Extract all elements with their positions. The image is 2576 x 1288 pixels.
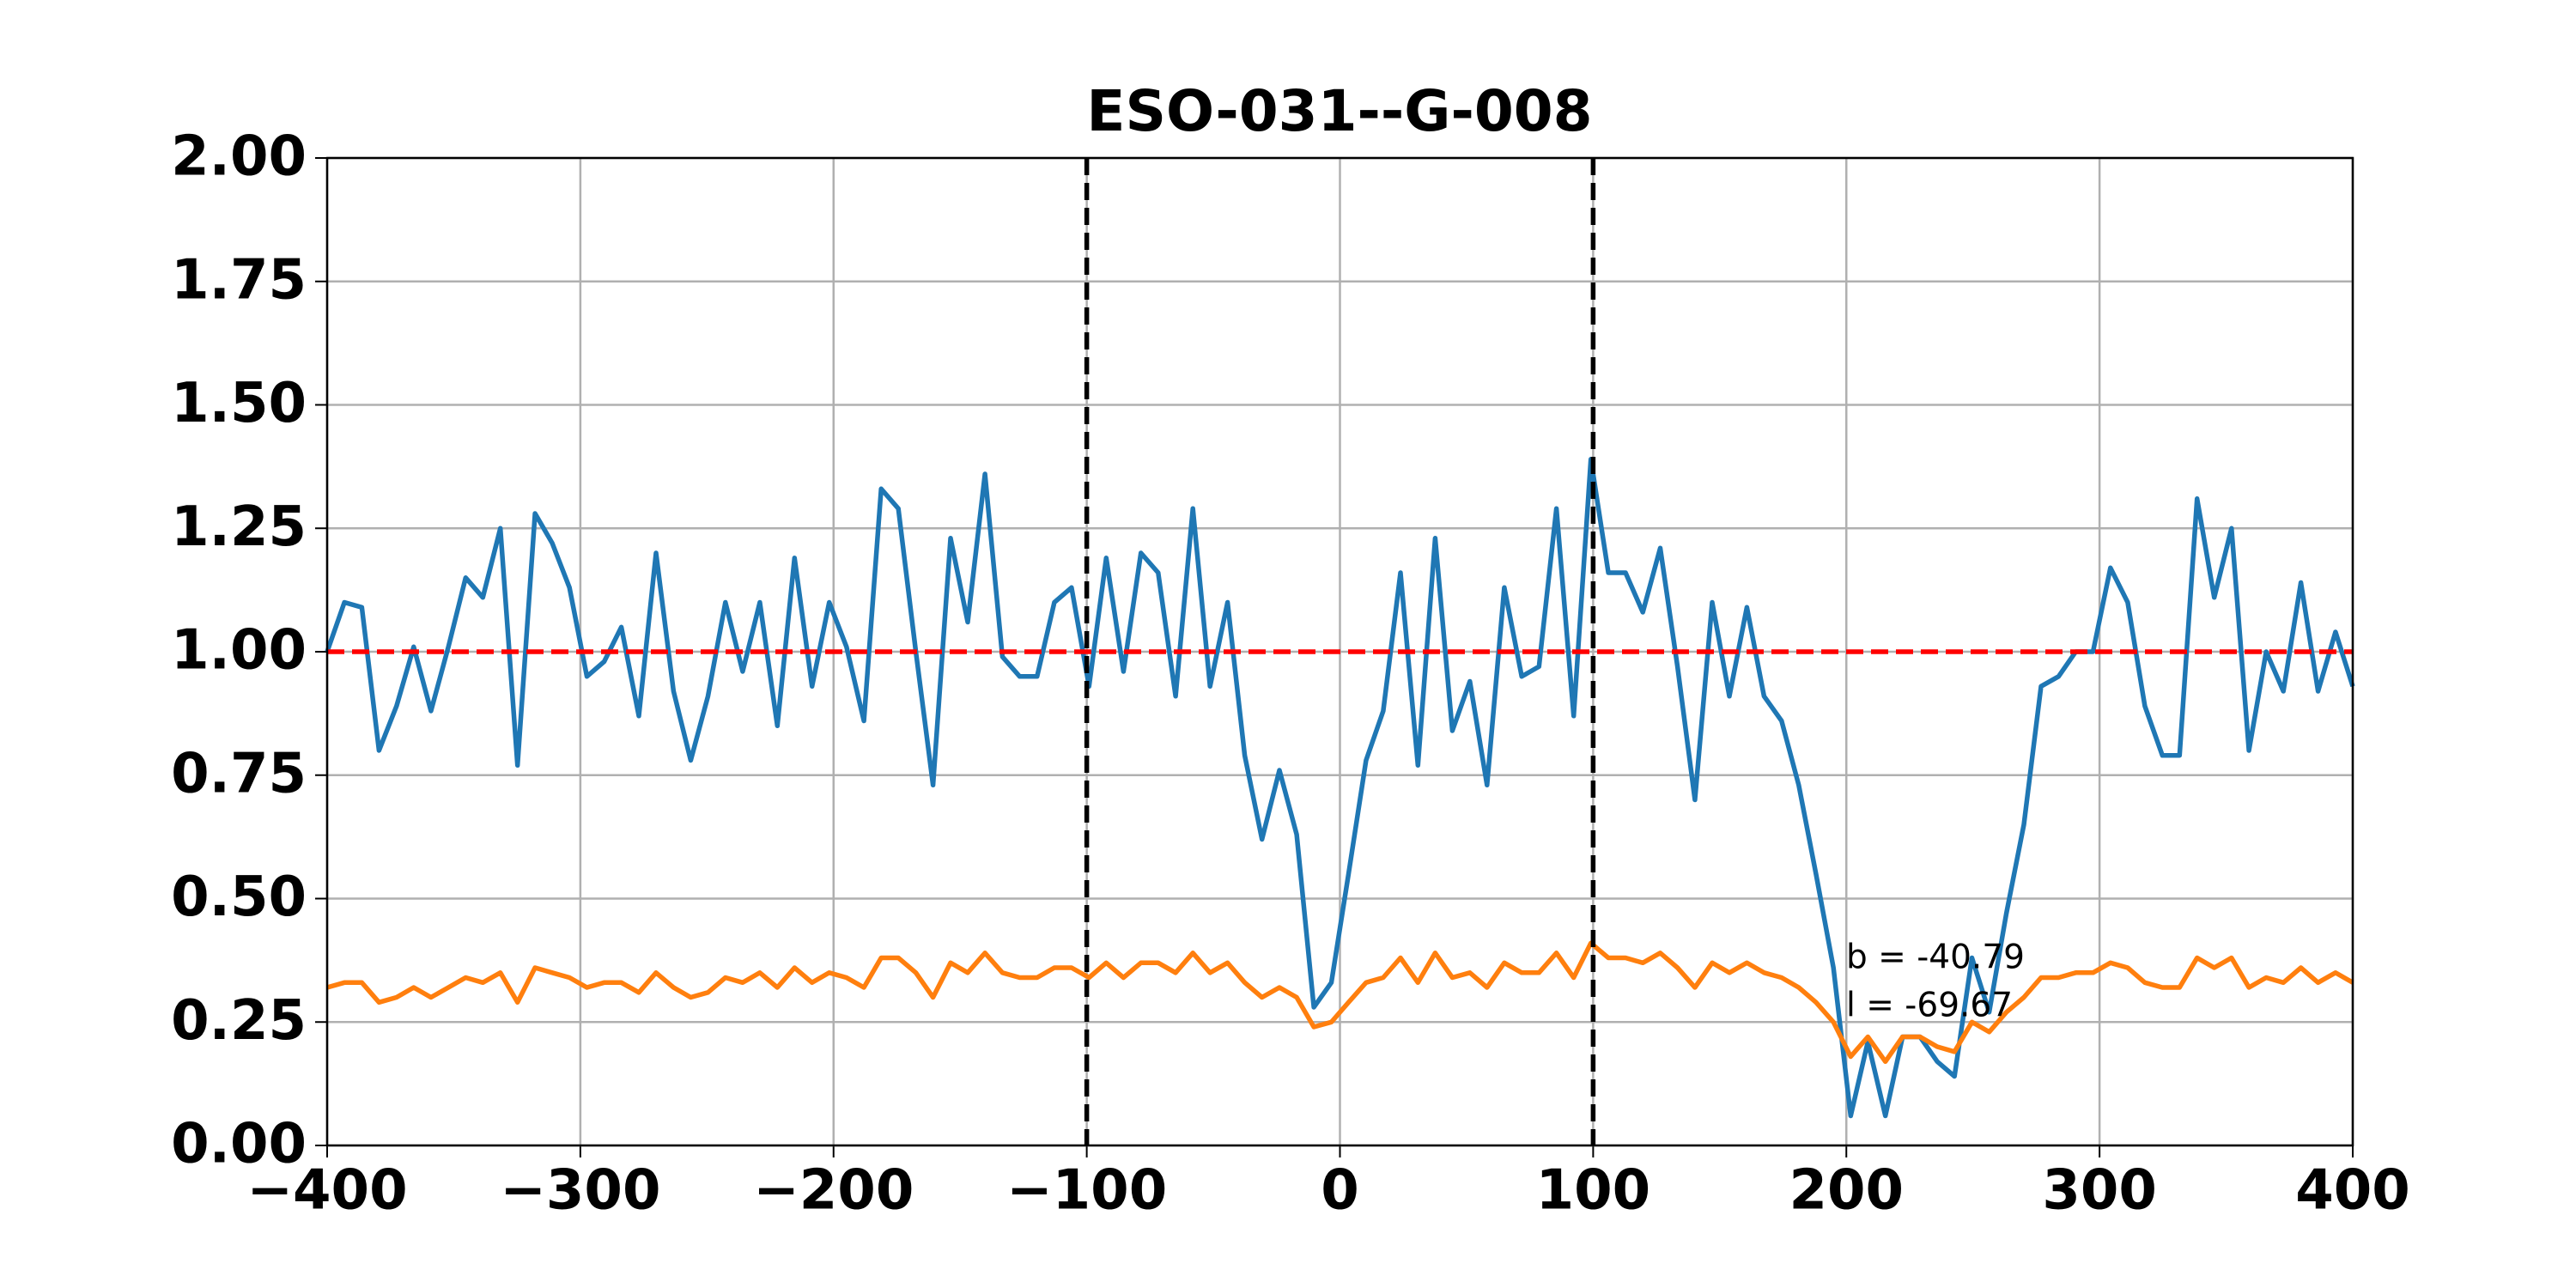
x-tick-label: −300 xyxy=(500,1159,660,1223)
x-tick-label: 400 xyxy=(2295,1159,2410,1223)
x-tick-label: −100 xyxy=(1006,1159,1167,1223)
y-tick-label: 0.25 xyxy=(171,989,307,1053)
y-tick-label: 2.00 xyxy=(171,125,307,189)
y-tick-label: 1.50 xyxy=(171,372,307,435)
x-tick-label: 0 xyxy=(1321,1159,1359,1223)
annotation: b = -40.79 xyxy=(1846,939,2025,977)
series-line xyxy=(326,940,2354,1065)
y-tick-label: 0.50 xyxy=(171,866,307,929)
x-tick-label: −400 xyxy=(246,1159,407,1223)
chart-title: ESO-031--G-008 xyxy=(1086,78,1592,144)
x-tick-label: −200 xyxy=(753,1159,914,1223)
y-tick-label: 1.25 xyxy=(171,495,307,559)
series-line xyxy=(325,457,2355,1119)
x-tick-label: 100 xyxy=(1536,1159,1651,1223)
y-tick-label: 0.00 xyxy=(171,1113,307,1176)
x-tick-label: 200 xyxy=(1789,1159,1904,1223)
y-tick-label: 1.00 xyxy=(171,619,307,683)
x-tick-label: 300 xyxy=(2042,1159,2157,1223)
y-tick-label: 0.75 xyxy=(171,742,307,805)
plot-frame xyxy=(325,156,2354,1147)
annotation: l = -69.67 xyxy=(1846,987,2013,1025)
y-tick-label: 1.75 xyxy=(171,248,307,312)
